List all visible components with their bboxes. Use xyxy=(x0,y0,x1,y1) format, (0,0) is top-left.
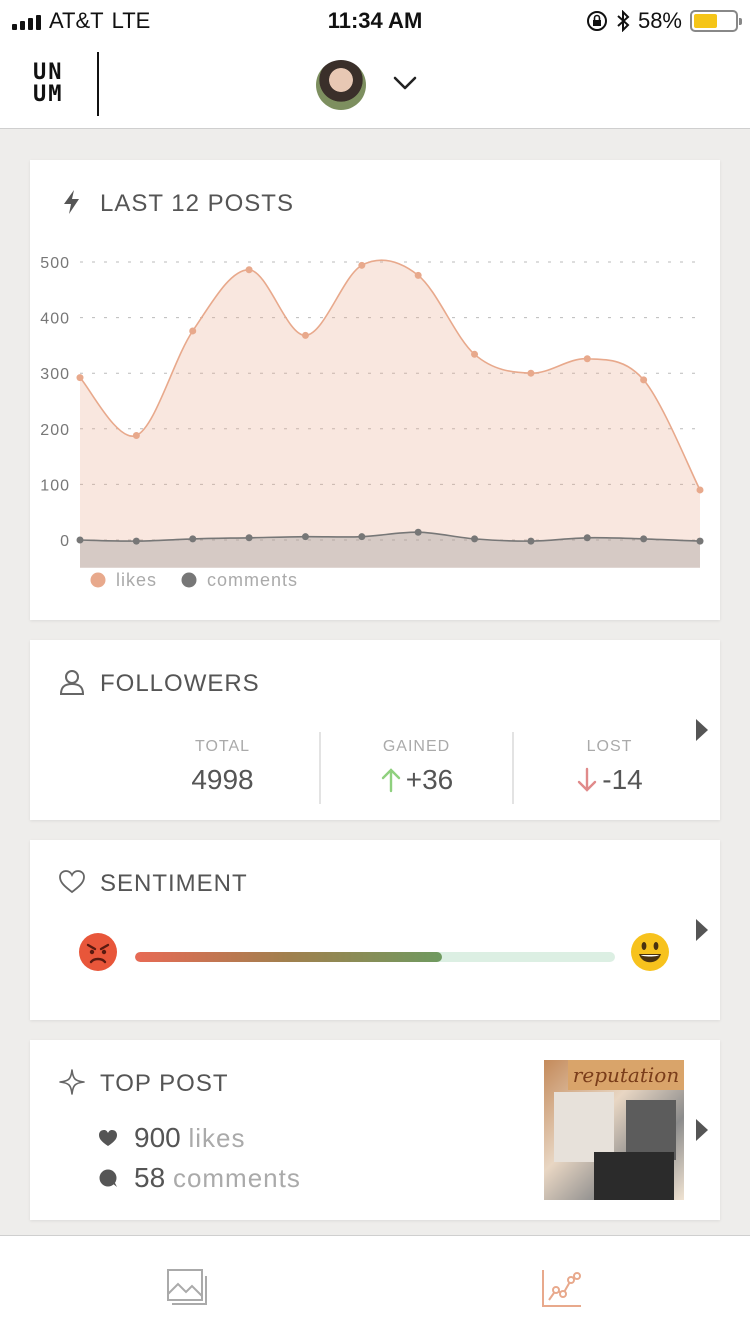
stat-total-label: TOTAL xyxy=(194,738,251,755)
logo-divider xyxy=(97,52,99,116)
chevron-down-icon[interactable] xyxy=(392,70,418,96)
data-point-comments xyxy=(527,537,535,545)
series-line-likes xyxy=(79,259,701,491)
stat-lost-value: -14 xyxy=(602,764,643,795)
data-point-likes xyxy=(132,431,140,439)
data-point-likes xyxy=(471,350,479,358)
stat-gained-value: +36 xyxy=(405,764,454,795)
bluetooth-icon xyxy=(617,10,630,32)
top-post-chevron-right-icon[interactable] xyxy=(696,1119,708,1141)
stat-total: TOTAL 4998 xyxy=(126,732,319,804)
data-point-comments xyxy=(696,537,704,545)
followers-chevron-right-icon[interactable] xyxy=(696,719,708,741)
likes-count: 900 xyxy=(134,1122,181,1153)
data-point-comments xyxy=(76,536,84,544)
data-point-likes xyxy=(527,369,535,377)
image-icon[interactable] xyxy=(166,1268,208,1308)
network: LTE xyxy=(111,8,151,33)
comments-label: comments xyxy=(172,1163,301,1193)
followers-stats: TOTAL 4998 GAINED +36 LOST -14 xyxy=(126,732,706,804)
data-point-likes xyxy=(414,271,422,279)
top-post-card[interactable]: TOP POST 900 likes 58 comments reputatio… xyxy=(30,1040,720,1220)
battery-icon xyxy=(690,10,742,32)
data-point-likes xyxy=(76,374,84,382)
series-area-likes xyxy=(80,260,700,568)
sparkle-icon xyxy=(59,1069,85,1095)
clock: 11:34 AM xyxy=(327,8,423,33)
user-icon xyxy=(59,670,85,695)
angry-face-icon xyxy=(79,933,117,971)
sentiment-card[interactable]: SENTIMENT xyxy=(30,840,720,1020)
y-tick-label: 200 xyxy=(40,422,70,439)
data-point-comments xyxy=(583,534,591,542)
legend-swatch-likes xyxy=(90,572,106,588)
stat-lost: LOST -14 xyxy=(512,732,705,804)
data-point-comments xyxy=(358,533,366,541)
heart-outline-icon xyxy=(59,870,85,894)
data-point-comments xyxy=(189,535,197,543)
data-point-likes xyxy=(358,261,366,269)
data-point-likes xyxy=(640,376,648,384)
data-point-comments xyxy=(640,535,648,543)
followers-card-title: FOLLOWERS xyxy=(100,670,260,697)
signal-icon xyxy=(12,12,41,30)
comment-bubble-icon xyxy=(99,1169,117,1187)
arrow-down-icon xyxy=(578,767,597,792)
thumb-title-text: reputation xyxy=(568,1060,684,1090)
posts-card: LAST 12 POSTS 0 100 200 300 400 500 likes comme… xyxy=(30,160,720,620)
battery-percent: 58% xyxy=(637,8,682,33)
data-point-likes xyxy=(301,331,309,339)
arrow-up-icon xyxy=(381,768,400,793)
posts-chart: 0 100 200 300 400 500 likes comments xyxy=(40,255,704,590)
data-point-comments xyxy=(414,528,422,536)
data-point-likes xyxy=(696,486,704,494)
legend-label-likes: likes xyxy=(116,570,157,590)
top-post-comments: 58 comments xyxy=(98,1162,301,1194)
legend-swatch-comments xyxy=(181,572,197,588)
status-bar: AT&T LTE 11:34 AM 58% xyxy=(0,0,750,40)
data-point-comments xyxy=(301,533,309,541)
data-point-comments xyxy=(132,537,140,545)
y-tick-label: 0 xyxy=(60,533,70,550)
stat-total-value: 4998 xyxy=(191,764,254,795)
series-line-comments xyxy=(79,531,701,542)
top-post-likes: 900 likes xyxy=(98,1122,246,1154)
data-point-likes xyxy=(245,266,253,274)
sentiment-chevron-right-icon[interactable] xyxy=(696,919,708,941)
top-post-thumbnail[interactable]: reputation xyxy=(544,1060,684,1200)
data-point-likes xyxy=(583,355,591,363)
followers-card[interactable]: FOLLOWERS TOTAL 4998 GAINED +36 LOST -14 xyxy=(30,640,720,820)
smiley-face-icon xyxy=(631,933,669,971)
top-post-card-title: TOP POST xyxy=(100,1070,229,1097)
tab-bar xyxy=(0,1235,750,1334)
legend-label-comments: comments xyxy=(207,570,298,590)
comments-count: 58 xyxy=(134,1162,166,1193)
carrier: AT&T xyxy=(49,8,104,33)
data-point-likes xyxy=(189,327,197,335)
heart-icon xyxy=(99,1130,117,1146)
y-tick-label: 500 xyxy=(40,255,70,272)
y-tick-label: 400 xyxy=(40,311,70,328)
sentiment-bar xyxy=(135,952,615,962)
stat-gained: GAINED +36 xyxy=(319,732,512,804)
data-point-comments xyxy=(245,534,253,542)
y-tick-label: 300 xyxy=(40,366,70,383)
likes-label: likes xyxy=(188,1123,246,1153)
y-tick-label: 100 xyxy=(40,477,70,494)
logo: UN UM xyxy=(33,60,64,107)
orientation-lock-icon xyxy=(586,11,607,31)
stat-lost-label: LOST xyxy=(586,738,633,755)
analytics-icon[interactable] xyxy=(541,1268,583,1308)
sentiment-card-title: SENTIMENT xyxy=(100,870,248,897)
posts-card-title: LAST 12 POSTS xyxy=(100,190,294,217)
sentiment-bar-fill xyxy=(135,952,443,962)
lightning-icon xyxy=(64,190,79,214)
stat-gained-label: GAINED xyxy=(382,738,451,755)
data-point-comments xyxy=(471,535,479,543)
avatar[interactable] xyxy=(316,60,366,110)
app-header: UN UM xyxy=(0,40,750,129)
